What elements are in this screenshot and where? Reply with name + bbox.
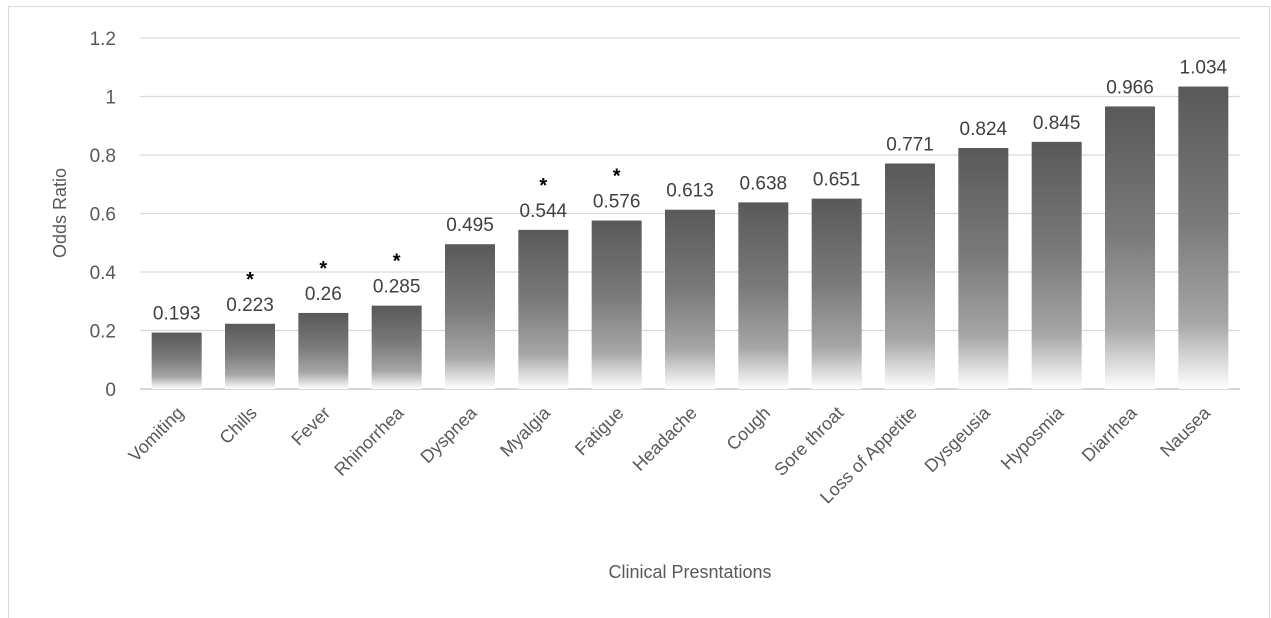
x-axis-title: Clinical Presntations [608, 562, 771, 582]
x-category-label: Dyspnea [416, 402, 481, 467]
data-label: 1.034 [1180, 58, 1228, 79]
bar-dysgeusia [958, 147, 1009, 389]
bar-fever [298, 312, 349, 389]
y-tick-label: 1.2 [90, 29, 116, 50]
data-label: 0.771 [886, 134, 934, 155]
x-category-label: Cough [723, 403, 775, 455]
bar-hyposmia [1031, 141, 1082, 389]
data-label: 0.638 [740, 173, 788, 194]
data-label: 0.845 [1033, 113, 1081, 134]
bar-headache [665, 209, 715, 389]
significance-asterisk: * [613, 166, 621, 188]
x-category-label: Headache [629, 403, 701, 475]
significance-asterisk: * [319, 258, 327, 280]
bar-sore-throat [811, 198, 862, 389]
y-tick-label: 0.6 [90, 205, 116, 226]
data-label: 0.223 [226, 295, 274, 316]
significance-asterisk: * [393, 251, 401, 273]
data-label: 0.576 [593, 192, 641, 213]
bar-cough [738, 202, 789, 389]
bar-fatigue [591, 220, 642, 389]
data-labels: 0.193 0.223 0.26 0.285 0.495 0.544 0.576 0.613 0… [153, 58, 1228, 325]
data-label: 0.651 [813, 170, 861, 191]
bar-chills [225, 323, 275, 389]
significance-asterisk: * [539, 175, 547, 197]
significance-marks: * * * * * [246, 166, 621, 291]
data-label: 0.285 [373, 277, 421, 298]
data-label: 0.495 [446, 215, 494, 236]
x-category-label: Fever [287, 403, 334, 450]
y-tick-label: 0 [105, 380, 116, 401]
bar-rhinorrhea [371, 305, 422, 389]
bar-vomiting [151, 332, 202, 389]
y-tick-label: 0.8 [90, 146, 116, 167]
data-label: 0.966 [1106, 77, 1154, 98]
x-category-label: Hyposmia [997, 402, 1068, 473]
data-label: 0.544 [520, 201, 568, 222]
data-label: 0.613 [666, 181, 714, 202]
significance-asterisk: * [246, 269, 254, 291]
bars [151, 86, 1229, 390]
bar-dyspnea [445, 244, 495, 389]
data-label: 0.26 [305, 284, 342, 305]
data-label: 0.824 [960, 119, 1008, 140]
bar-nausea [1178, 86, 1229, 390]
y-axis-title: Odds Ratio [50, 168, 70, 258]
y-axis-tick-labels: 0 0.2 0.4 0.6 0.8 1 1.2 [90, 29, 117, 401]
bar-loss-of-appetite [885, 163, 935, 389]
x-category-label: Dysgeusia [921, 402, 995, 476]
data-label: 0.193 [153, 304, 201, 325]
x-category-label: Chills [216, 403, 261, 448]
y-tick-label: 0.4 [90, 263, 117, 284]
bar-diarrhea [1105, 106, 1155, 389]
x-category-label: Diarrhea [1078, 402, 1142, 466]
x-category-label: Vomiting [125, 403, 188, 466]
bar-myalgia [518, 229, 569, 389]
x-category-label: Sore throat [770, 403, 847, 480]
x-category-label: Nausea [1156, 402, 1215, 461]
y-tick-label: 1 [105, 88, 116, 109]
x-category-label: Rhinorrhea [330, 402, 408, 480]
x-category-label: Myalgia [496, 402, 555, 461]
x-category-label: Fatigue [571, 403, 628, 460]
y-tick-label: 0.2 [90, 322, 116, 343]
